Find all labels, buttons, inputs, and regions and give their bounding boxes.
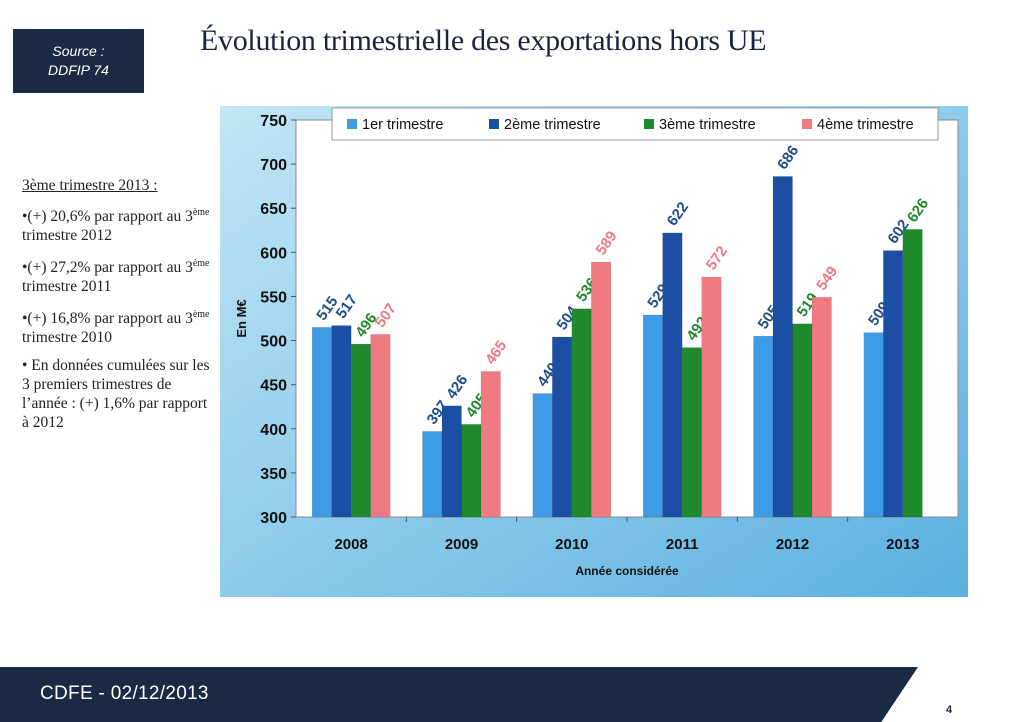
bar	[591, 261, 612, 518]
footer-bar	[0, 667, 918, 722]
bar	[441, 405, 462, 518]
bar	[552, 336, 573, 518]
bar	[863, 332, 884, 518]
note-item-1: •(+) 20,6% par rapport au 3ème trimestre…	[22, 207, 210, 245]
bar	[642, 314, 663, 518]
bar	[422, 431, 443, 518]
source-box: Source : DDFIP 74	[13, 29, 144, 93]
y-tick-label: 350	[260, 466, 287, 483]
bar	[331, 325, 352, 518]
bar	[701, 276, 722, 518]
y-tick-label: 450	[260, 378, 287, 395]
source-label: Source :	[52, 43, 105, 59]
note-item-2: •(+) 27,2% par rapport au 3ème trimestre…	[22, 258, 210, 296]
legend-label: 1er trimestre	[362, 117, 443, 133]
bar	[571, 308, 592, 518]
note-item-3: •(+) 16,8% par rapport au 3ème trimestre…	[22, 309, 210, 347]
x-tick-label: 2011	[666, 536, 699, 553]
bar	[753, 335, 774, 518]
y-tick-label: 600	[260, 245, 287, 262]
bar	[480, 371, 501, 518]
page-number: 4	[946, 704, 953, 716]
y-tick-label: 400	[260, 422, 287, 439]
footer-text: CDFE - 02/12/2013	[40, 683, 209, 704]
bar	[461, 424, 482, 518]
y-tick-label: 300	[260, 510, 287, 527]
bar	[662, 232, 683, 518]
y-tick-label: 750	[260, 113, 287, 130]
bar	[811, 297, 832, 518]
x-tick-label: 2012	[776, 536, 809, 553]
bar	[532, 393, 553, 518]
legend-swatch	[489, 119, 499, 129]
bar	[772, 176, 793, 518]
notes-panel: 3ème trimestre 2013 : •(+) 20,6% par rap…	[22, 176, 212, 441]
legend-swatch	[644, 119, 654, 129]
y-tick-label: 500	[260, 334, 287, 351]
y-tick-label: 550	[260, 289, 287, 306]
notes-heading: 3ème trimestre 2013 :	[22, 177, 158, 194]
bar	[792, 323, 813, 518]
page-title: Évolution trimestrielle des exportations…	[200, 24, 767, 57]
y-tick-label: 650	[260, 201, 287, 218]
bar	[902, 229, 923, 518]
y-tick-label: 700	[260, 157, 287, 174]
bar	[311, 327, 332, 518]
legend-label: 4ème trimestre	[817, 117, 914, 133]
bar	[370, 334, 391, 518]
legend-label: 3ème trimestre	[659, 117, 756, 133]
plot-area	[295, 119, 959, 518]
legend-swatch	[802, 119, 812, 129]
x-axis-label: Année considérée	[575, 564, 679, 578]
y-axis-label: En M€	[234, 299, 249, 337]
x-tick-label: 2010	[555, 536, 588, 553]
note-cumulative: • En données cumulées sur les 3 premiers…	[22, 357, 210, 432]
bar	[883, 250, 904, 518]
x-tick-label: 2013	[886, 536, 919, 553]
bar	[681, 347, 702, 518]
legend-label: 2ème trimestre	[504, 117, 601, 133]
x-tick-label: 2008	[334, 536, 367, 553]
bar	[350, 343, 371, 518]
source-value: DDFIP 74	[48, 62, 109, 78]
legend-swatch	[347, 119, 357, 129]
chart-area: 300 350 400 450 500 550 600 650 700 750 En M€ 2008 5…	[220, 106, 968, 597]
x-tick-label: 2009	[445, 536, 478, 553]
legend-box	[331, 107, 939, 141]
